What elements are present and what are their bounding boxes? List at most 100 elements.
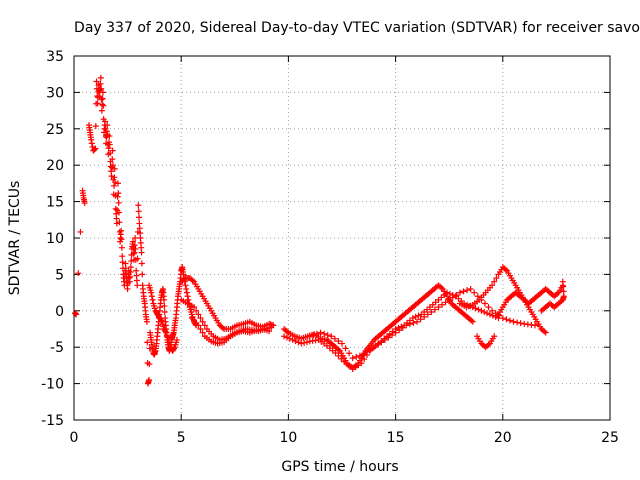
data-point xyxy=(381,336,388,343)
data-point xyxy=(491,333,498,340)
data-point xyxy=(102,118,109,125)
data-point xyxy=(77,228,84,235)
data-point xyxy=(97,80,104,87)
x-axis-label: GPS time / hours xyxy=(281,459,398,475)
data-point xyxy=(542,329,549,336)
data-point xyxy=(81,200,88,207)
data-point xyxy=(335,352,342,359)
data-point xyxy=(456,289,463,296)
data-point xyxy=(162,328,169,335)
data-point xyxy=(109,147,116,154)
data-point xyxy=(410,319,417,326)
data-point xyxy=(292,338,299,345)
data-point xyxy=(442,299,449,306)
data-point xyxy=(195,322,202,329)
data-point xyxy=(417,316,424,323)
y-tick-label: 5 xyxy=(55,267,64,283)
data-point xyxy=(289,336,296,343)
data-point xyxy=(310,332,317,339)
data-point xyxy=(115,190,122,197)
data-point xyxy=(98,96,105,103)
data-point xyxy=(531,322,538,329)
x-tick-label: 15 xyxy=(387,430,405,446)
data-point xyxy=(464,287,471,294)
data-point xyxy=(92,123,99,130)
data-point xyxy=(138,260,145,267)
data-point xyxy=(112,179,119,186)
data-point xyxy=(367,346,374,353)
data-point xyxy=(389,332,396,339)
data-point xyxy=(171,345,178,352)
data-point xyxy=(295,339,302,346)
data-point xyxy=(371,344,378,351)
data-point xyxy=(193,307,200,314)
data-point xyxy=(182,282,189,289)
data-point xyxy=(453,292,460,299)
data-point xyxy=(100,102,107,109)
data-point xyxy=(118,236,125,243)
data-point xyxy=(195,311,202,318)
data-point xyxy=(119,259,126,266)
data-point xyxy=(472,305,479,312)
data-point xyxy=(115,199,122,206)
series-late-c xyxy=(306,285,538,362)
data-point xyxy=(306,333,313,340)
data-point xyxy=(317,329,324,336)
data-point xyxy=(132,245,139,252)
y-tick-label: 25 xyxy=(46,122,64,138)
data-point xyxy=(475,306,482,313)
data-markers xyxy=(72,74,567,387)
data-point xyxy=(332,350,339,357)
data-point xyxy=(346,350,353,357)
data-point xyxy=(106,133,113,140)
data-point xyxy=(331,335,338,342)
data-point xyxy=(118,227,125,234)
data-point xyxy=(161,309,168,316)
data-point xyxy=(92,145,99,152)
y-tick-label: -10 xyxy=(41,377,64,393)
data-point xyxy=(283,334,290,341)
x-tick-label: 25 xyxy=(601,430,619,446)
data-point xyxy=(135,202,142,209)
data-point xyxy=(146,376,153,383)
y-tick-label: 10 xyxy=(46,231,64,247)
data-point xyxy=(148,293,155,300)
data-point xyxy=(134,282,141,289)
data-point xyxy=(517,320,524,327)
y-tick-labels: -15 -10 -5 0 5 10 15 20 25 30 35 xyxy=(41,49,64,429)
data-point xyxy=(136,214,143,221)
series-late-g xyxy=(538,278,567,314)
data-point xyxy=(409,315,416,322)
data-point xyxy=(130,250,137,257)
data-point xyxy=(385,334,392,341)
y-tick-label: 15 xyxy=(46,195,64,211)
data-point xyxy=(268,324,275,331)
data-point xyxy=(197,315,204,322)
data-point xyxy=(91,146,98,153)
data-point xyxy=(353,353,360,360)
data-point xyxy=(94,100,101,107)
data-point xyxy=(119,253,126,260)
data-point xyxy=(73,311,80,318)
data-point xyxy=(128,258,135,265)
data-point xyxy=(431,306,438,313)
y-tick-label: 30 xyxy=(46,85,64,101)
data-point xyxy=(424,311,431,318)
data-point xyxy=(335,338,342,345)
y-tick-label: 20 xyxy=(46,158,64,174)
data-point xyxy=(201,322,208,329)
data-point xyxy=(131,249,138,256)
data-point xyxy=(139,271,146,278)
series-mid-c xyxy=(188,315,273,347)
data-point xyxy=(88,140,95,147)
data-point xyxy=(114,193,121,200)
axis-ticks xyxy=(73,55,611,421)
data-point xyxy=(105,145,112,152)
data-point xyxy=(127,264,134,271)
series-early-c xyxy=(146,282,180,354)
data-point xyxy=(485,304,492,311)
data-point xyxy=(399,324,406,331)
data-point xyxy=(439,301,446,308)
series-late-b xyxy=(281,289,502,373)
x-tick-label: 20 xyxy=(494,430,512,446)
